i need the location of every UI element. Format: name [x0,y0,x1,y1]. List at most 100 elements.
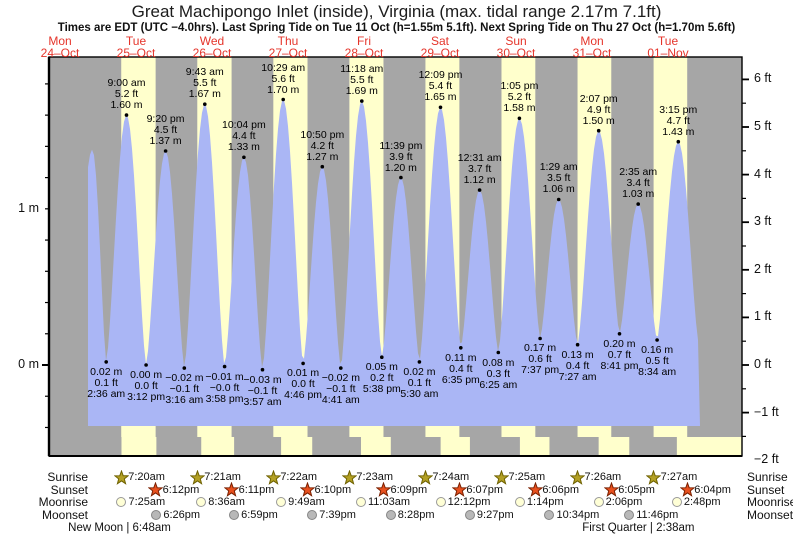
sunrise-time: 7:20am [128,471,165,483]
moonrise-circle-icon [276,497,287,507]
right-axis-label: −1 ft [754,404,779,419]
sunset-star-icon [603,482,619,497]
moonrise-circle-icon [355,497,366,507]
day-weekday-label: Tue [125,34,147,48]
moonrise-time: 12:12pm [447,496,491,508]
sunrise-star-icon [646,469,662,485]
sunrise-star-icon [341,469,357,485]
extreme-dot [399,175,403,180]
low-tide-label: 0.08 m 0.3 ft 6:25 am [479,356,518,391]
extreme-dot [676,139,681,144]
day-weekday-label: Thu [277,34,299,48]
moonset-time: 9:27pm [476,508,514,521]
right-axis-label: 2 ft [754,261,772,276]
moonset-circle-icon [229,509,240,520]
moonrise-circle-icon [435,497,446,507]
right-axis-label: 3 ft [754,214,772,229]
moonrise-time: 9:49am [288,496,325,508]
high-tide-label: 9:43 am 5.5 ft 1.67 m [185,66,224,101]
high-tide-label: 10:50 pm 4.2 ft 1.27 m [300,128,345,163]
high-tide-label: 9:20 pm 4.5 ft 1.37 m [146,113,185,148]
moonset-circle-icon [464,509,475,520]
tide-area-path [88,100,702,427]
sunrise-star-icon [417,469,433,485]
moonset-circle-icon [385,509,396,520]
moon-up-band [281,437,313,456]
extreme-dot [596,128,601,133]
high-tide-label: 12:09 pm 5.4 ft 1.65 m [418,69,463,104]
extreme-dot [339,366,343,370]
day-date-label: 31–Oct [572,46,612,60]
high-tide-label: 10:04 pm 4.4 ft 1.33 m [221,119,266,154]
moonrise-time: 7:25am [128,496,166,508]
extreme-dot [477,188,482,192]
moonset-circle-icon [624,509,635,520]
extreme-dot [538,336,542,341]
extreme-dot [163,149,168,153]
moonset-time: 8:28pm [397,508,435,521]
low-tide-label: 0.20 m 0.7 ft 8:41 pm [600,337,639,372]
legend-right-sunset: Sunset [747,482,785,497]
sunrise-time: 7:26am [584,471,622,483]
right-axis-label: 0 ft [754,357,772,371]
legend-left-sunrise: Sunrise [47,470,88,484]
sunset-star-icon [679,482,695,497]
low-tide-label: −0.02 m −0.1 ft 3:16 am [165,372,204,407]
sunset-star-icon [148,482,164,497]
extreme-dot [203,102,207,106]
extreme-dot [417,360,422,364]
sunset-time: 6:11pm [238,483,275,496]
low-tide-label: 0.13 m 0.4 ft 7:27 am [558,348,597,383]
legend-right-moonset: Moonset [747,507,793,522]
moon-up-band [519,437,550,456]
moonset-time: 7:39pm [319,508,356,521]
sunset-star-icon [300,482,316,497]
moonrise-time: 11:03am [367,496,410,508]
extreme-dot [575,342,580,347]
high-tide-label: 1:05 pm 5.2 ft 1.58 m [500,80,539,115]
moonrise-circle-icon [514,497,525,507]
moon-up-band [598,437,630,456]
low-tide-label: 0.01 m 0.0 ft 4:46 pm [284,367,323,402]
extreme-dot [301,361,305,366]
low-tide-label: −0.03 m −0.1 ft 3:57 am [243,373,282,408]
legend-left-moonset: Moonset [41,507,88,522]
high-tide-label: 2:35 am 3.4 ft 1.03 m [619,166,658,201]
sunset-star-icon [527,482,543,497]
right-axis-label: 1 ft [754,309,772,324]
day-weekday-label: Tue [657,34,679,48]
high-tide-label: 11:39 pm 3.9 ft 1.20 m [379,139,423,174]
extreme-dot [124,113,129,117]
day-weekday-label: Fri [357,34,371,48]
moonrise-time: 1:14pm [526,496,564,508]
extreme-dot [556,197,561,202]
sunset-time: 6:06pm [542,483,580,496]
day-date-label: 25–Oct [116,46,156,60]
right-axis-label: 6 ft [754,71,772,86]
sunset-time: 6:09pm [390,483,428,496]
low-tide-label: −0.01 m −0.0 ft 3:58 pm [205,370,244,405]
chart-title: Great Machipongo Inlet (inside), Virgini… [131,2,662,21]
sunset-time: 6:07pm [466,483,504,496]
legend-left-moonrise: Moonrise [38,495,88,509]
sunset-star-icon [224,482,240,497]
right-axis-label: −2 ft [754,452,779,467]
extreme-dot [242,155,246,160]
legend-left-sunset: Sunset [50,482,88,497]
extreme-dot [380,355,384,360]
day-date-label: 30–Oct [496,46,536,60]
right-axis-label: 4 ft [754,166,772,181]
extreme-dot [320,164,325,169]
moonset-circle-icon [307,509,318,520]
low-tide-label: 0.11 m 0.4 ft 6:35 pm [441,351,480,386]
moonset-circle-icon [544,509,555,520]
low-tide-label: 0.17 m 0.6 ft 7:37 pm [521,342,560,377]
extreme-dot [636,202,640,206]
extreme-dot [360,99,364,103]
moon-up-band [676,437,742,456]
left-axis-label: 0 m [18,357,39,371]
extreme-dot [182,366,187,370]
low-tide-label: 0.05 m 0.2 ft 5:38 pm [362,361,401,396]
sunrise-time: 7:25am [508,471,546,483]
sunset-time: 6:12pm [162,483,200,496]
